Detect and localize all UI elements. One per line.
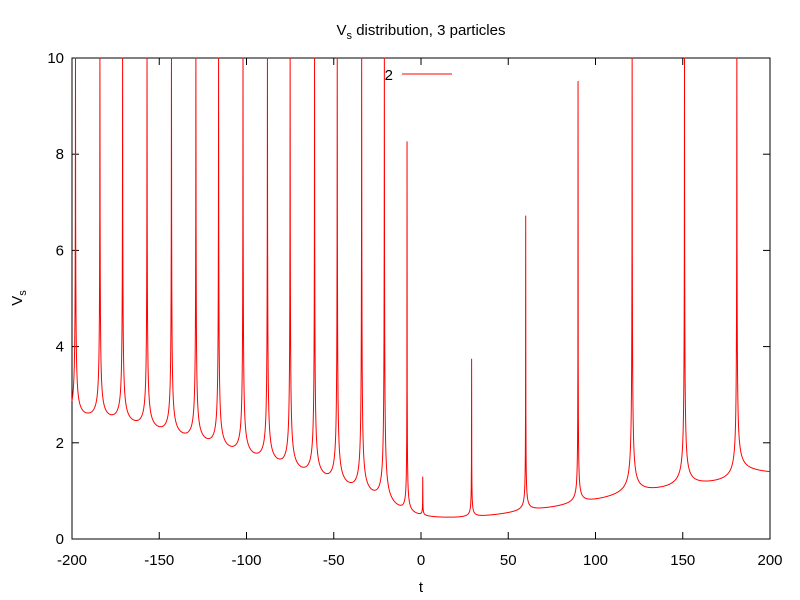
y-axis-ticks: 0 2 4 6 8 10 xyxy=(47,50,770,548)
plot-area: -200 -150 -100 -50 0 50 100 150 200 0 2 4 6 8 10 xyxy=(47,50,782,569)
y-tick-label: 2 xyxy=(56,435,64,452)
x-tick-label: -50 xyxy=(323,552,345,569)
chart-title: Vs distribution, 3 particles xyxy=(337,22,506,42)
x-tick-label: 100 xyxy=(583,552,608,569)
y-tick-label: 4 xyxy=(56,339,64,356)
y-tick-label: 6 xyxy=(56,242,64,259)
legend-label: 2 xyxy=(385,67,393,84)
x-tick-label: -100 xyxy=(231,552,261,569)
axis-frame xyxy=(71,57,771,540)
y-axis-label: Vs xyxy=(9,290,29,306)
legend: 2 xyxy=(385,67,452,84)
x-axis-label: t xyxy=(419,579,424,596)
x-tick-label: -150 xyxy=(144,552,174,569)
y-tick-label: 0 xyxy=(56,531,64,548)
x-tick-label: -200 xyxy=(57,552,87,569)
x-tick-label: 0 xyxy=(417,552,425,569)
y-tick-label: 8 xyxy=(56,146,64,163)
x-tick-label: 150 xyxy=(670,552,695,569)
x-tick-label: 50 xyxy=(500,552,517,569)
y-tick-label: 10 xyxy=(47,50,64,67)
x-axis-ticks: -200 -150 -100 -50 0 50 100 150 200 xyxy=(57,58,783,569)
series-line-2 xyxy=(71,57,771,518)
x-tick-label: 200 xyxy=(757,552,782,569)
